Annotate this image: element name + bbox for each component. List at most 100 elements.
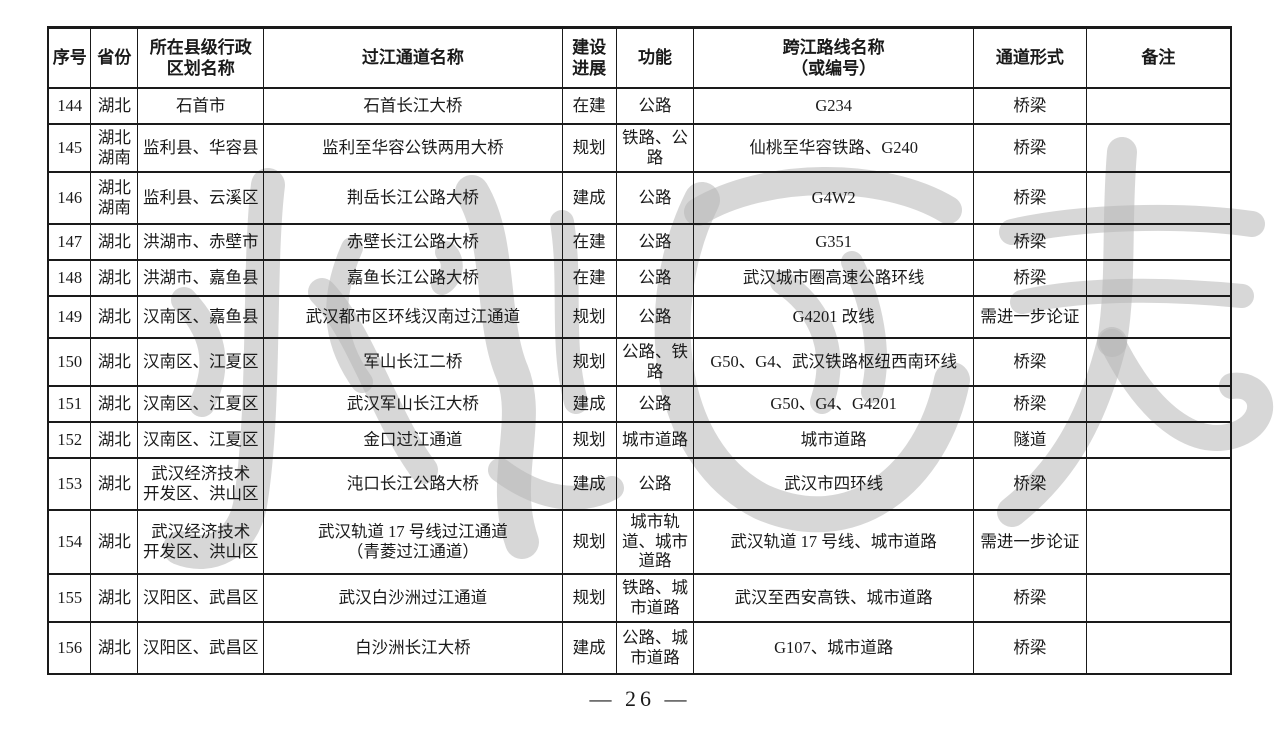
cell-seq: 149 [47,294,92,339]
cell-form: 桥梁 [972,384,1087,423]
cell-remark [1085,420,1232,459]
cell-remark [1085,572,1232,623]
cell-form: 桥梁 [972,86,1087,125]
cell-function: 公路 [615,258,695,297]
cell-remark [1085,508,1232,575]
cell-district: 监利县、华容县 [137,122,265,173]
cell-remark [1085,258,1232,297]
cell-progress: 在建 [561,86,617,125]
cell-progress: 建成 [561,384,617,423]
cell-seq: 144 [47,86,92,125]
cell-channel-name: 石首长江大桥 [263,86,563,125]
cell-progress: 规划 [561,572,617,623]
cell-seq: 147 [47,222,92,261]
cell-channel-name: 沌口长江公路大桥 [263,456,563,511]
cell-province: 湖北 湖南 [90,170,139,225]
cell-remark [1085,122,1232,173]
cell-province: 湖北 [90,620,139,675]
cell-province: 湖北 [90,572,139,623]
cell-function: 公路 [615,294,695,339]
cell-route: 武汉市四环线 [693,456,974,511]
cell-function: 公路、铁路 [615,336,695,387]
table-body: 144 湖北 石首市 石首长江大桥 在建 公路 G234 桥梁 145 湖北 湖… [47,86,1232,675]
cell-remark [1085,222,1232,261]
cell-route: G50、G4、武汉铁路枢纽西南环线 [693,336,974,387]
cell-seq: 150 [47,336,92,387]
cell-channel-name: 白沙洲长江大桥 [263,620,563,675]
cell-form: 桥梁 [972,572,1087,623]
cell-form: 桥梁 [972,170,1087,225]
crossings-table: 序号 省份 所在县级行政 区划名称 过江通道名称 建设 进展 功能 跨江路线名称… [47,26,1232,675]
cell-progress: 规划 [561,508,617,575]
cell-district: 汉阳区、武昌区 [137,620,265,675]
col-header-remark: 备注 [1085,26,1232,89]
cell-district: 武汉经济技术 开发区、洪山区 [137,508,265,575]
header-row: 序号 省份 所在县级行政 区划名称 过江通道名称 建设 进展 功能 跨江路线名称… [47,26,1232,89]
col-header-form: 通道形式 [972,26,1087,89]
cell-route: G4201 改线 [693,294,974,339]
cell-province: 湖北 [90,384,139,423]
cell-seq: 151 [47,384,92,423]
cell-function: 公路 [615,86,695,125]
cell-province: 湖北 [90,420,139,459]
cell-seq: 153 [47,456,92,511]
table-row: 155 湖北 汉阳区、武昌区 武汉白沙洲过江通道 规划 铁路、城市道路 武汉至西… [47,572,1232,623]
cell-route: 武汉至西安高铁、城市道路 [693,572,974,623]
table-row: 144 湖北 石首市 石首长江大桥 在建 公路 G234 桥梁 [47,86,1232,125]
cell-seq: 148 [47,258,92,297]
cell-seq: 155 [47,572,92,623]
cell-channel-name: 荆岳长江公路大桥 [263,170,563,225]
cell-route: G50、G4、G4201 [693,384,974,423]
cell-province: 湖北 [90,222,139,261]
cell-form: 需进一步论证 [972,294,1087,339]
cell-province: 湖北 湖南 [90,122,139,173]
cell-district: 武汉经济技术 开发区、洪山区 [137,456,265,511]
cell-district: 汉南区、江夏区 [137,420,265,459]
cell-district: 监利县、云溪区 [137,170,265,225]
cell-district: 汉南区、江夏区 [137,336,265,387]
cell-progress: 建成 [561,170,617,225]
cell-form: 桥梁 [972,336,1087,387]
cell-channel-name: 金口过江通道 [263,420,563,459]
cell-progress: 规划 [561,336,617,387]
cell-route: 武汉轨道 17 号线、城市道路 [693,508,974,575]
cell-progress: 规划 [561,294,617,339]
cell-seq: 156 [47,620,92,675]
cell-district: 汉南区、江夏区 [137,384,265,423]
cell-progress: 在建 [561,222,617,261]
cell-route: 仙桃至华容铁路、G240 [693,122,974,173]
cell-route: G234 [693,86,974,125]
cell-progress: 规划 [561,122,617,173]
cell-channel-name: 武汉白沙洲过江通道 [263,572,563,623]
cell-remark [1085,170,1232,225]
cell-seq: 152 [47,420,92,459]
cell-remark [1085,620,1232,675]
cell-province: 湖北 [90,456,139,511]
cell-progress: 规划 [561,420,617,459]
table-row: 154 湖北 武汉经济技术 开发区、洪山区 武汉轨道 17 号线过江通道 （青菱… [47,508,1232,575]
cell-channel-name: 监利至华容公铁两用大桥 [263,122,563,173]
table-row: 147 湖北 洪湖市、赤壁市 赤壁长江公路大桥 在建 公路 G351 桥梁 [47,222,1232,261]
table-row: 151 湖北 汉南区、江夏区 武汉军山长江大桥 建成 公路 G50、G4、G42… [47,384,1232,423]
cell-seq: 145 [47,122,92,173]
table-header: 序号 省份 所在县级行政 区划名称 过江通道名称 建设 进展 功能 跨江路线名称… [47,26,1232,89]
table-row: 149 湖北 汉南区、嘉鱼县 武汉都市区环线汉南过江通道 规划 公路 G4201… [47,294,1232,339]
cell-form: 桥梁 [972,122,1087,173]
cell-function: 公路 [615,170,695,225]
page-number: — 26 — [589,686,691,711]
cell-function: 城市轨道、城市道路 [615,508,695,575]
cell-channel-name: 赤壁长江公路大桥 [263,222,563,261]
cell-route: 武汉城市圈高速公路环线 [693,258,974,297]
cell-progress: 在建 [561,258,617,297]
cell-function: 公路 [615,384,695,423]
cell-channel-name: 嘉鱼长江公路大桥 [263,258,563,297]
table-row: 152 湖北 汉南区、江夏区 金口过江通道 规划 城市道路 城市道路 隧道 [47,420,1232,459]
table-row: 148 湖北 洪湖市、嘉鱼县 嘉鱼长江公路大桥 在建 公路 武汉城市圈高速公路环… [47,258,1232,297]
cell-route: 城市道路 [693,420,974,459]
cell-remark [1085,384,1232,423]
cell-province: 湖北 [90,258,139,297]
col-header-route: 跨江路线名称 （或编号） [693,26,974,89]
cell-function: 城市道路 [615,420,695,459]
cell-province: 湖北 [90,336,139,387]
col-header-district: 所在县级行政 区划名称 [137,26,265,89]
